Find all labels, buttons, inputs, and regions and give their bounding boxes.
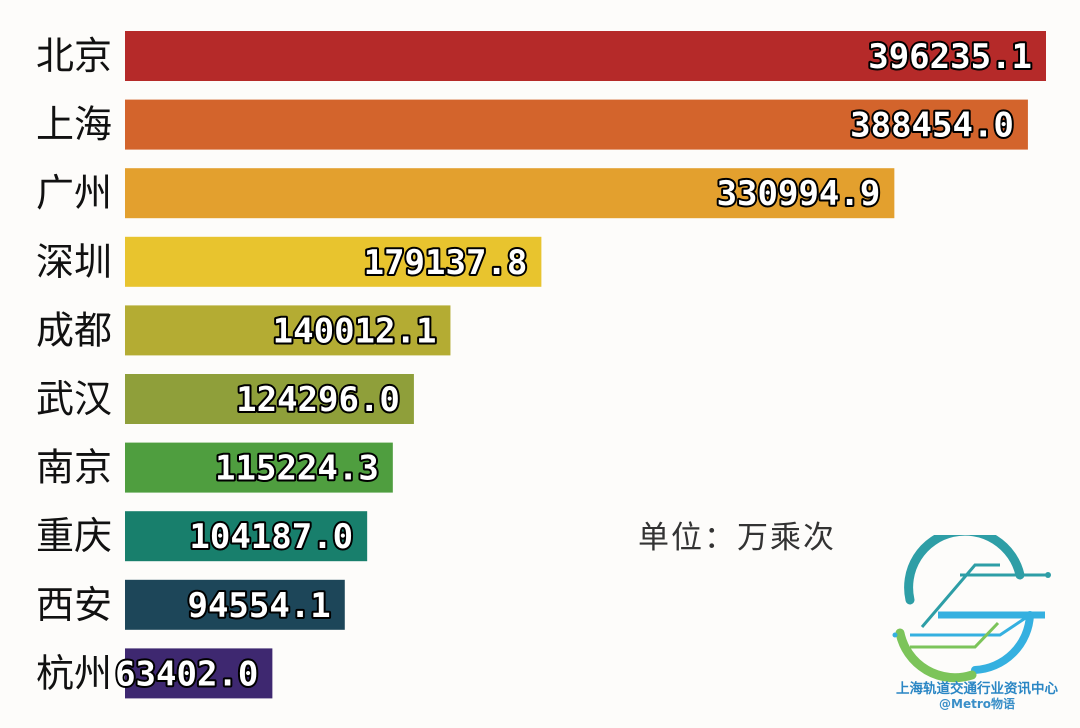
bar [125, 442, 393, 493]
bar [125, 31, 1046, 81]
bar [125, 99, 1028, 150]
category-label: 深圳 [36, 240, 112, 284]
bar [125, 579, 345, 630]
bar-value-label: 330994.9 [717, 174, 881, 214]
category-label: 成都 [36, 308, 112, 352]
category-label: 广州 [36, 171, 112, 215]
bar [125, 511, 368, 562]
bar-value-label: 179137.8 [364, 243, 528, 283]
bar-value-label: 396235.1 [868, 37, 1032, 77]
category-label: 北京 [36, 34, 112, 78]
unit-label: 单位：万乘次 [638, 520, 836, 556]
bar-value-label: 104187.0 [189, 517, 353, 557]
bar [125, 374, 414, 424]
bar [125, 168, 895, 219]
bar-value-label: 140012.1 [273, 311, 437, 351]
bar [125, 648, 273, 699]
bar-value-label: 63402.0 [115, 654, 258, 694]
bars-layer: 北京 396235.1 上海 388454.0 广州 330994.9 深圳 179137.8… [36, 31, 1046, 699]
bar-value-label: 115224.3 [215, 449, 379, 489]
bar-value-label: 388454.0 [850, 106, 1014, 146]
category-label: 上海 [36, 103, 112, 147]
metro-logo [892, 535, 1051, 683]
category-label: 西安 [36, 583, 112, 627]
category-label: 重庆 [36, 514, 112, 558]
bar-value-label: 94554.1 [187, 586, 330, 626]
bar [125, 305, 451, 356]
category-label: 南京 [36, 446, 112, 490]
logo-org-name: 上海轨道交通行业资讯中心 [896, 681, 1058, 697]
logo-handle: @Metro物语 [939, 697, 1015, 711]
category-label: 武汉 [36, 377, 112, 421]
category-label: 杭州 [36, 651, 112, 695]
bar [125, 236, 542, 287]
bar-value-label: 124296.0 [236, 380, 400, 420]
